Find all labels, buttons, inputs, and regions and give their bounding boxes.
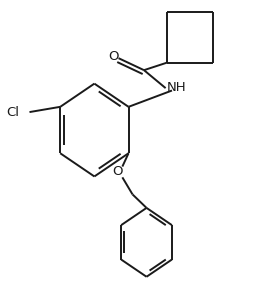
- Text: O: O: [108, 50, 119, 63]
- Text: Cl: Cl: [6, 106, 19, 119]
- Text: NH: NH: [166, 81, 186, 94]
- Text: O: O: [112, 165, 122, 178]
